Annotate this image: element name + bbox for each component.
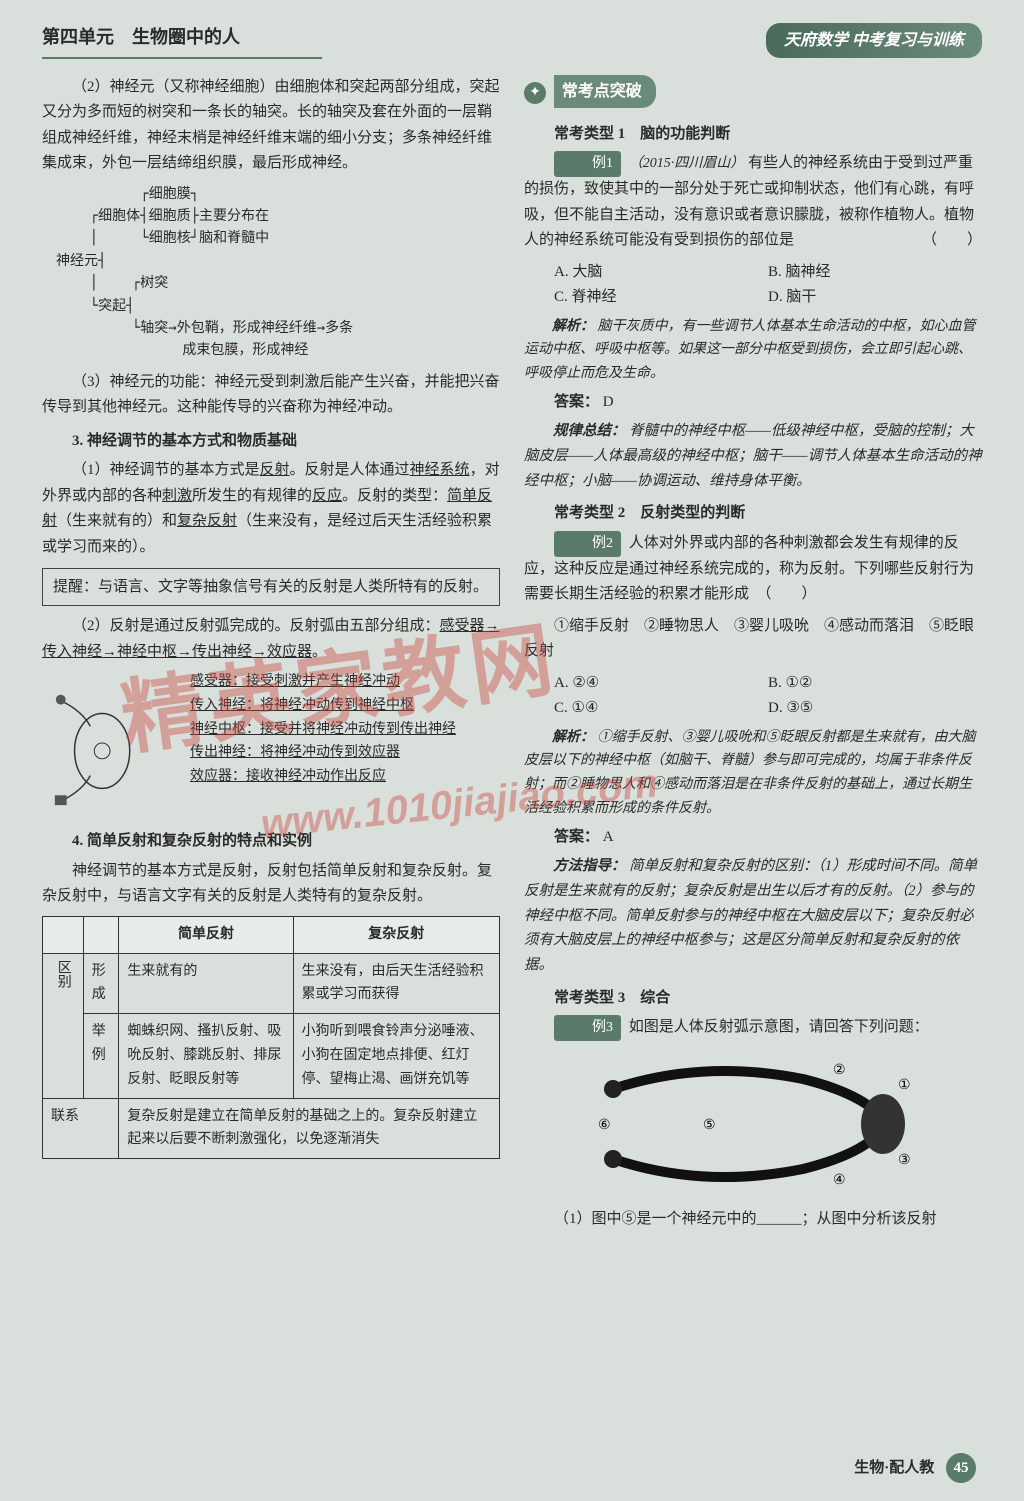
table-cell: 蜘蛛织网、搔扒反射、吸吮反射、膝跳反射、排尿反射、眨眼反射等 [119, 1014, 293, 1098]
table-cell: 举例 [83, 1014, 119, 1098]
svg-text:④: ④ [833, 1173, 846, 1188]
option: B. 脑神经 [768, 260, 982, 286]
exam-type-heading: 常考类型 3 综合 [524, 986, 982, 1012]
option: C. 脊神经 [554, 285, 768, 311]
question-items: ①缩手反射 ②睡物思人 ③婴儿吸吮 ④感动而落泪 ⑤眨眼反射 [524, 614, 982, 665]
page-header: 第四单元 生物圈中的人 天府数学 中考复习与训练 [0, 0, 1024, 67]
arc-label: 感受器：接受刺激并产生神经冲动 [190, 671, 500, 693]
arc-label: 传入神经：将神经冲动传到神经中枢 [190, 695, 500, 717]
option: D. 脑干 [768, 285, 982, 311]
neuron-tree-diagram: ┌细胞膜┐ ┌细胞体┤细胞质├主要分布在 │ └细胞核┘脑和脊髓中 神经元┤ │… [56, 183, 500, 362]
blank: （ ） [892, 228, 982, 254]
footer-subject: 生物·配人教 [854, 1460, 934, 1476]
option: A. ②④ [554, 671, 768, 697]
tip-text: 提醒：与语言、文字等抽象信号有关的反射是人类所特有的反射。 [53, 579, 488, 595]
table-header: 简单反射 [119, 916, 293, 953]
section-banner-row: ✦ 常考点突破 [524, 75, 982, 114]
table-cell: 联系 [43, 1098, 119, 1159]
option: B. ①② [768, 671, 982, 697]
banner-sub: 中考复习与训练 [852, 32, 964, 49]
page-footer: 生物·配人教 45 [854, 1453, 976, 1483]
example-question: 例3 如图是人体反射弧示意图，请回答下列问题： [524, 1015, 982, 1041]
table-row: 简单反射 复杂反射 [43, 916, 500, 953]
table-row: 举例 蜘蛛织网、搔扒反射、吸吮反射、膝跳反射、排尿反射、眨眼反射等 小狗听到喂食… [43, 1014, 500, 1098]
banner-brand: 天府数学 [784, 32, 848, 49]
arc-label: 传出神经：将神经冲动传到效应器 [190, 742, 500, 764]
analysis: 解析： 脑干灰质中，有一些调节人体基本生命活动的中枢，如心血管运动中枢、呼吸中枢… [524, 315, 982, 386]
table-cell: 形成 [83, 953, 119, 1014]
table-header: 复杂反射 [293, 916, 499, 953]
example-label: 例3 [554, 1015, 621, 1041]
paragraph: （2）神经元（又称神经细胞）由细胞体和突起两部分组成，突起又分为多而短的树突和一… [42, 75, 500, 177]
arc-label: 效应器：接收神经冲动作出反应 [190, 766, 500, 788]
tip-box: 提醒：与语言、文字等抽象信号有关的反射是人类所特有的反射。 [42, 568, 500, 606]
reflex-compare-table: 简单反射 复杂反射 区别 形成 生来就有的 生来没有，由后天生活经验积累或学习而… [42, 916, 500, 1159]
unit-title: 第四单元 生物圈中的人 [42, 22, 322, 59]
question-source: （2015·四川眉山） [629, 156, 745, 171]
example-question: 例1 （2015·四川眉山） 有些人的神经系统由于受到过严重的损伤，致使其中的一… [524, 151, 982, 253]
subheading: 4. 简单反射和复杂反射的特点和实例 [42, 829, 500, 855]
option-list: A. ②④ B. ①② C. ①④ D. ③⑤ [554, 671, 982, 722]
svg-text:①: ① [898, 1078, 911, 1093]
reflex-arc-sketch [42, 671, 182, 821]
svg-text:⑤: ⑤ [703, 1118, 716, 1133]
answer-line: 答案： D [524, 390, 982, 416]
content-columns: （2）神经元（又称神经细胞）由细胞体和突起两部分组成，突起又分为多而短的树突和一… [0, 67, 1024, 1239]
paragraph: （1）神经调节的基本方式是反射。反射是人体通过神经系统，对外界或内部的各种刺激所… [42, 458, 500, 560]
book-banner: 天府数学 中考复习与训练 [766, 23, 982, 58]
row-group: 区别 [43, 953, 84, 1098]
right-column: ✦ 常考点突破 常考类型 1 脑的功能判断 例1 （2015·四川眉山） 有些人… [524, 75, 982, 1239]
compass-icon: ✦ [524, 82, 546, 104]
answer-line: 答案： A [524, 825, 982, 851]
reflex-arc-labels: 感受器：接受刺激并产生神经冲动 传入神经：将神经冲动传到神经中枢 神经中枢：接受… [190, 671, 500, 789]
example-question: 例2 人体对外界或内部的各种刺激都会发生有规律的反应，这种反应是通过神经系统完成… [524, 531, 982, 608]
paragraph: （2）反射是通过反射弧完成的。反射弧由五部分组成：感受器→传入神经→神经中枢→传… [42, 614, 500, 665]
table-row: 联系 复杂反射是建立在简单反射的基础之上的。复杂反射建立起来以后要不断刺激强化，… [43, 1098, 500, 1159]
analysis: 解析： ①缩手反射、③婴儿吸吮和⑤眨眼反射都是生来就有，由大脑皮层以下的神经中枢… [524, 726, 982, 821]
paragraph: （3）神经元的功能：神经元受到刺激后能产生兴奋，并能把兴奋传导到其他神经元。这种… [42, 370, 500, 421]
method-guide: 方法指导： 简单反射和复杂反射的区别：（1）形成时间不同。简单反射是生来就有的反… [524, 854, 982, 977]
reflex-arc-diagram-block: 感受器：接受刺激并产生神经冲动 传入神经：将神经冲动传到神经中枢 神经中枢：接受… [42, 671, 500, 821]
table-cell: 生来没有，由后天生活经验积累或学习而获得 [293, 953, 499, 1014]
table-cell: 复杂反射是建立在简单反射的基础之上的。复杂反射建立起来以后要不断刺激强化，以免逐… [119, 1098, 500, 1159]
svg-text:⑥: ⑥ [598, 1118, 611, 1133]
exam-type-heading: 常考类型 1 脑的功能判断 [524, 122, 982, 148]
option: D. ③⑤ [768, 696, 982, 722]
page-number-badge: 45 [946, 1453, 976, 1483]
reflex-arc-figure: ① ② ③ ④ ⑤ ⑥ [583, 1049, 923, 1199]
table-header [83, 916, 119, 953]
subheading: 3. 神经调节的基本方式和物质基础 [42, 429, 500, 455]
rule-summary: 规律总结： 脊髓中的神经中枢——低级神经中枢，受脑的控制；大脑皮层——人体最高级… [524, 419, 982, 493]
option-list: A. 大脑 B. 脑神经 C. 脊神经 D. 脑干 [554, 260, 982, 311]
svg-text:②: ② [833, 1063, 846, 1078]
option: A. 大脑 [554, 260, 768, 286]
table-cell: 生来就有的 [119, 953, 293, 1014]
exam-type-heading: 常考类型 2 反射类型的判断 [524, 501, 982, 527]
table-cell: 小狗听到喂食铃声分泌唾液、小狗在固定地点排便、红灯停、望梅止渴、画饼充饥等 [293, 1014, 499, 1098]
option: C. ①④ [554, 696, 768, 722]
example-label: 例1 [554, 151, 621, 177]
table-row: 区别 形成 生来就有的 生来没有，由后天生活经验积累或学习而获得 [43, 953, 500, 1014]
svg-text:③: ③ [898, 1153, 911, 1168]
paragraph: 神经调节的基本方式是反射，反射包括简单反射和复杂反射。复杂反射中，与语言文字有关… [42, 859, 500, 910]
arc-label: 神经中枢：接受并将神经冲动传到传出神经 [190, 719, 500, 741]
example-label: 例2 [554, 531, 621, 557]
fill-question: （1）图中⑤是一个神经元中的______；从图中分析该反射 [524, 1207, 982, 1233]
table-header [43, 916, 84, 953]
section-banner: 常考点突破 [554, 75, 656, 108]
left-column: （2）神经元（又称神经细胞）由细胞体和突起两部分组成，突起又分为多而短的树突和一… [42, 75, 500, 1239]
